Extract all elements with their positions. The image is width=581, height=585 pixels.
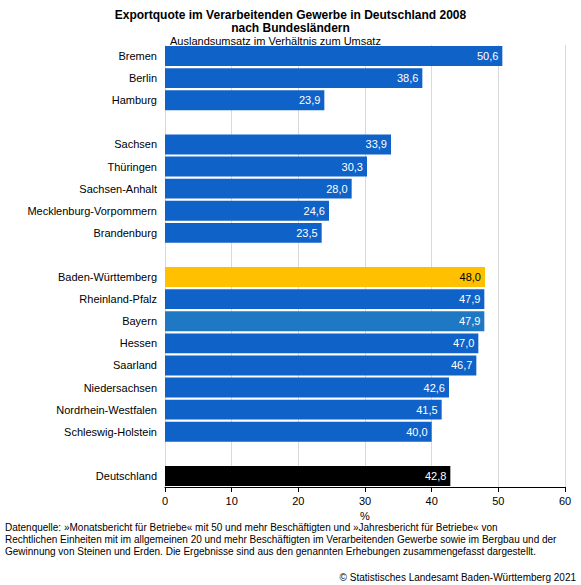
svg-text:Brandenburg: Brandenburg: [93, 227, 157, 239]
svg-text:20: 20: [292, 495, 304, 507]
svg-text:Sachsen-Anhalt: Sachsen-Anhalt: [79, 183, 157, 195]
svg-text:Niedersachsen: Niedersachsen: [84, 382, 157, 394]
svg-text:Saarland: Saarland: [113, 359, 157, 371]
svg-text:Auslandsumsatz im Verhältnis z: Auslandsumsatz im Verhältnis zum Umsatz: [170, 35, 381, 47]
svg-text:42,8: 42,8: [425, 470, 446, 482]
svg-text:Datenquelle: »Monatsbericht fü: Datenquelle: »Monatsbericht für Betriebe…: [5, 522, 500, 533]
svg-text:42,6: 42,6: [424, 382, 445, 394]
svg-text:Hessen: Hessen: [120, 337, 157, 349]
svg-text:30: 30: [359, 495, 371, 507]
svg-text:0: 0: [162, 495, 168, 507]
svg-text:47,9: 47,9: [459, 315, 480, 327]
svg-text:46,7: 46,7: [451, 359, 472, 371]
svg-text:Rheinland-Pfalz: Rheinland-Pfalz: [79, 293, 157, 305]
svg-text:10: 10: [226, 495, 238, 507]
svg-text:47,0: 47,0: [453, 337, 474, 349]
svg-text:Mecklenburg-Vorpommern: Mecklenburg-Vorpommern: [27, 205, 157, 217]
svg-text:50: 50: [492, 495, 504, 507]
svg-text:60: 60: [559, 495, 571, 507]
svg-text:Schleswig-Holstein: Schleswig-Holstein: [64, 426, 157, 438]
svg-text:23,9: 23,9: [299, 94, 320, 106]
svg-text:Rechtlichen Einheiten mit im a: Rechtlichen Einheiten mit im allgemeinen…: [5, 534, 559, 545]
svg-text:30,3: 30,3: [342, 161, 363, 173]
svg-text:Hamburg: Hamburg: [112, 94, 157, 106]
svg-text:40,0: 40,0: [406, 426, 427, 438]
svg-text:Exportquote im Verarbeitenden: Exportquote im Verarbeitenden Gewerbe in…: [115, 8, 467, 22]
svg-text:38,6: 38,6: [397, 72, 418, 84]
svg-text:Gewinnung von Steinen und Erde: Gewinnung von Steinen und Erden. Die Erg…: [5, 546, 536, 557]
svg-text:24,6: 24,6: [304, 205, 325, 217]
svg-text:%: %: [360, 510, 370, 522]
svg-text:© Statistisches Landesamt Bade: © Statistisches Landesamt Baden-Württemb…: [340, 572, 577, 583]
svg-text:Thüringen: Thüringen: [107, 161, 157, 173]
svg-text:41,5: 41,5: [416, 404, 437, 416]
svg-text:Nordrhein-Westfalen: Nordrhein-Westfalen: [56, 404, 157, 416]
svg-text:Sachsen: Sachsen: [114, 138, 157, 150]
svg-text:33,9: 33,9: [366, 138, 387, 150]
svg-text:40: 40: [426, 495, 438, 507]
svg-text:28,0: 28,0: [326, 183, 347, 195]
svg-text:47,9: 47,9: [459, 293, 480, 305]
svg-text:Bayern: Bayern: [122, 315, 157, 327]
svg-text:nach Bundesländern: nach Bundesländern: [231, 21, 350, 35]
svg-text:Bremen: Bremen: [118, 50, 157, 62]
svg-text:50,6: 50,6: [477, 50, 498, 62]
svg-text:48,0: 48,0: [460, 271, 481, 283]
svg-text:Baden-Württemberg: Baden-Württemberg: [58, 271, 157, 283]
svg-text:Deutschland: Deutschland: [96, 470, 157, 482]
svg-text:23,5: 23,5: [296, 227, 317, 239]
svg-text:Berlin: Berlin: [129, 72, 157, 84]
